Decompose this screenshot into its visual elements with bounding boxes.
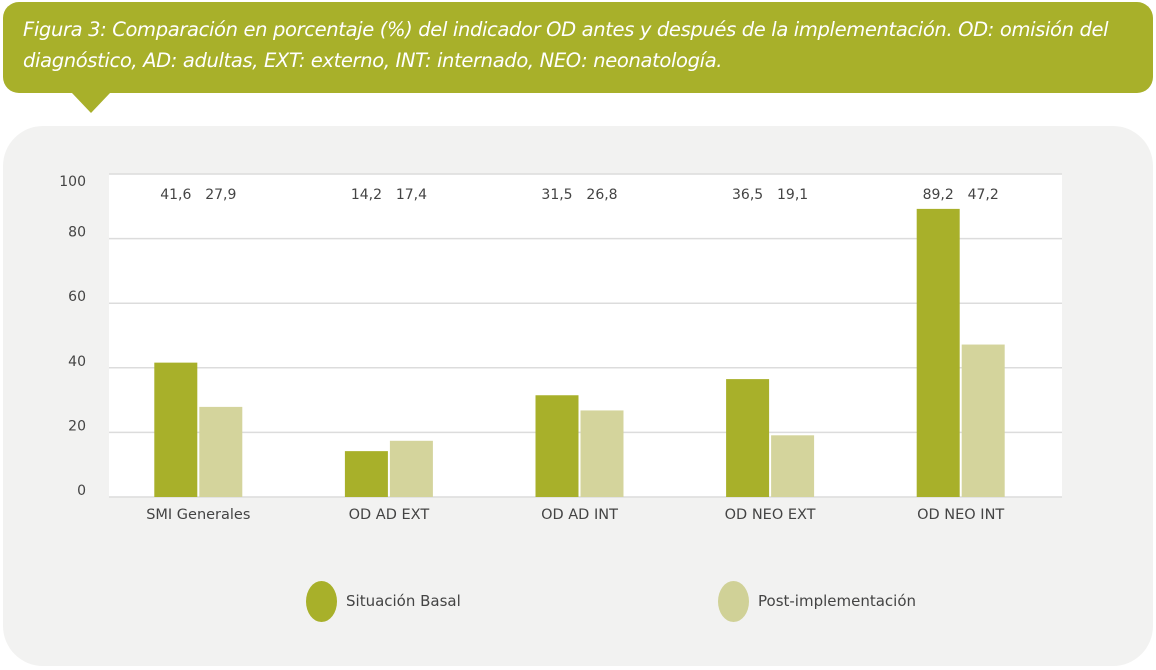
bar-basal bbox=[154, 362, 198, 497]
bar-post bbox=[389, 440, 433, 497]
x-category-label: SMI Generales bbox=[146, 507, 250, 523]
data-label: 19,1 bbox=[777, 187, 808, 203]
y-tick-label: 40 bbox=[68, 354, 86, 370]
x-category-label: OD NEO EXT bbox=[725, 507, 816, 523]
legend-label-post: Post-implementación bbox=[758, 592, 917, 610]
caption-pointer-arrow bbox=[72, 93, 110, 113]
bar-post bbox=[771, 435, 815, 497]
data-label: 47,2 bbox=[968, 187, 999, 203]
data-label: 41,6 bbox=[160, 187, 191, 203]
x-category-label: OD AD EXT bbox=[349, 507, 430, 523]
caption-line-2: diagnóstico, AD: adultas, EXT: externo, … bbox=[23, 49, 723, 72]
data-label: 89,2 bbox=[923, 187, 954, 203]
legend-item-post: Post-implementación bbox=[718, 580, 916, 622]
y-tick-label: 20 bbox=[68, 418, 86, 434]
x-category-label: OD AD INT bbox=[541, 507, 618, 523]
data-label: 26,8 bbox=[586, 187, 617, 203]
y-tick-label: 100 bbox=[59, 174, 86, 190]
bar-basal bbox=[726, 379, 770, 497]
legend-label-basal: Situación Basal bbox=[346, 592, 461, 610]
bar-post bbox=[961, 344, 1005, 497]
data-label: 31,5 bbox=[541, 187, 572, 203]
bar-basal bbox=[535, 395, 579, 497]
y-tick-label: 60 bbox=[68, 289, 86, 305]
data-label: 17,4 bbox=[396, 187, 427, 203]
bar-basal bbox=[916, 208, 960, 497]
bar-basal bbox=[344, 451, 388, 497]
data-label: 14,2 bbox=[351, 187, 382, 203]
legend-item-basal: Situación Basal bbox=[306, 580, 461, 622]
y-tick-label: 0 bbox=[77, 483, 86, 499]
figure-caption: Figura 3: Comparación en porcentaje (%) … bbox=[3, 2, 1153, 93]
caption-line-1: Figura 3: Comparación en porcentaje (%) … bbox=[23, 18, 1109, 41]
x-category-label: OD NEO INT bbox=[917, 507, 1004, 523]
legend-swatch-post bbox=[718, 580, 749, 622]
legend-swatch-basal bbox=[306, 580, 337, 622]
data-label: 27,9 bbox=[205, 187, 236, 203]
y-tick-label: 80 bbox=[68, 225, 86, 241]
bar-post bbox=[580, 410, 624, 497]
data-label: 36,5 bbox=[732, 187, 763, 203]
bar-post bbox=[199, 406, 243, 497]
